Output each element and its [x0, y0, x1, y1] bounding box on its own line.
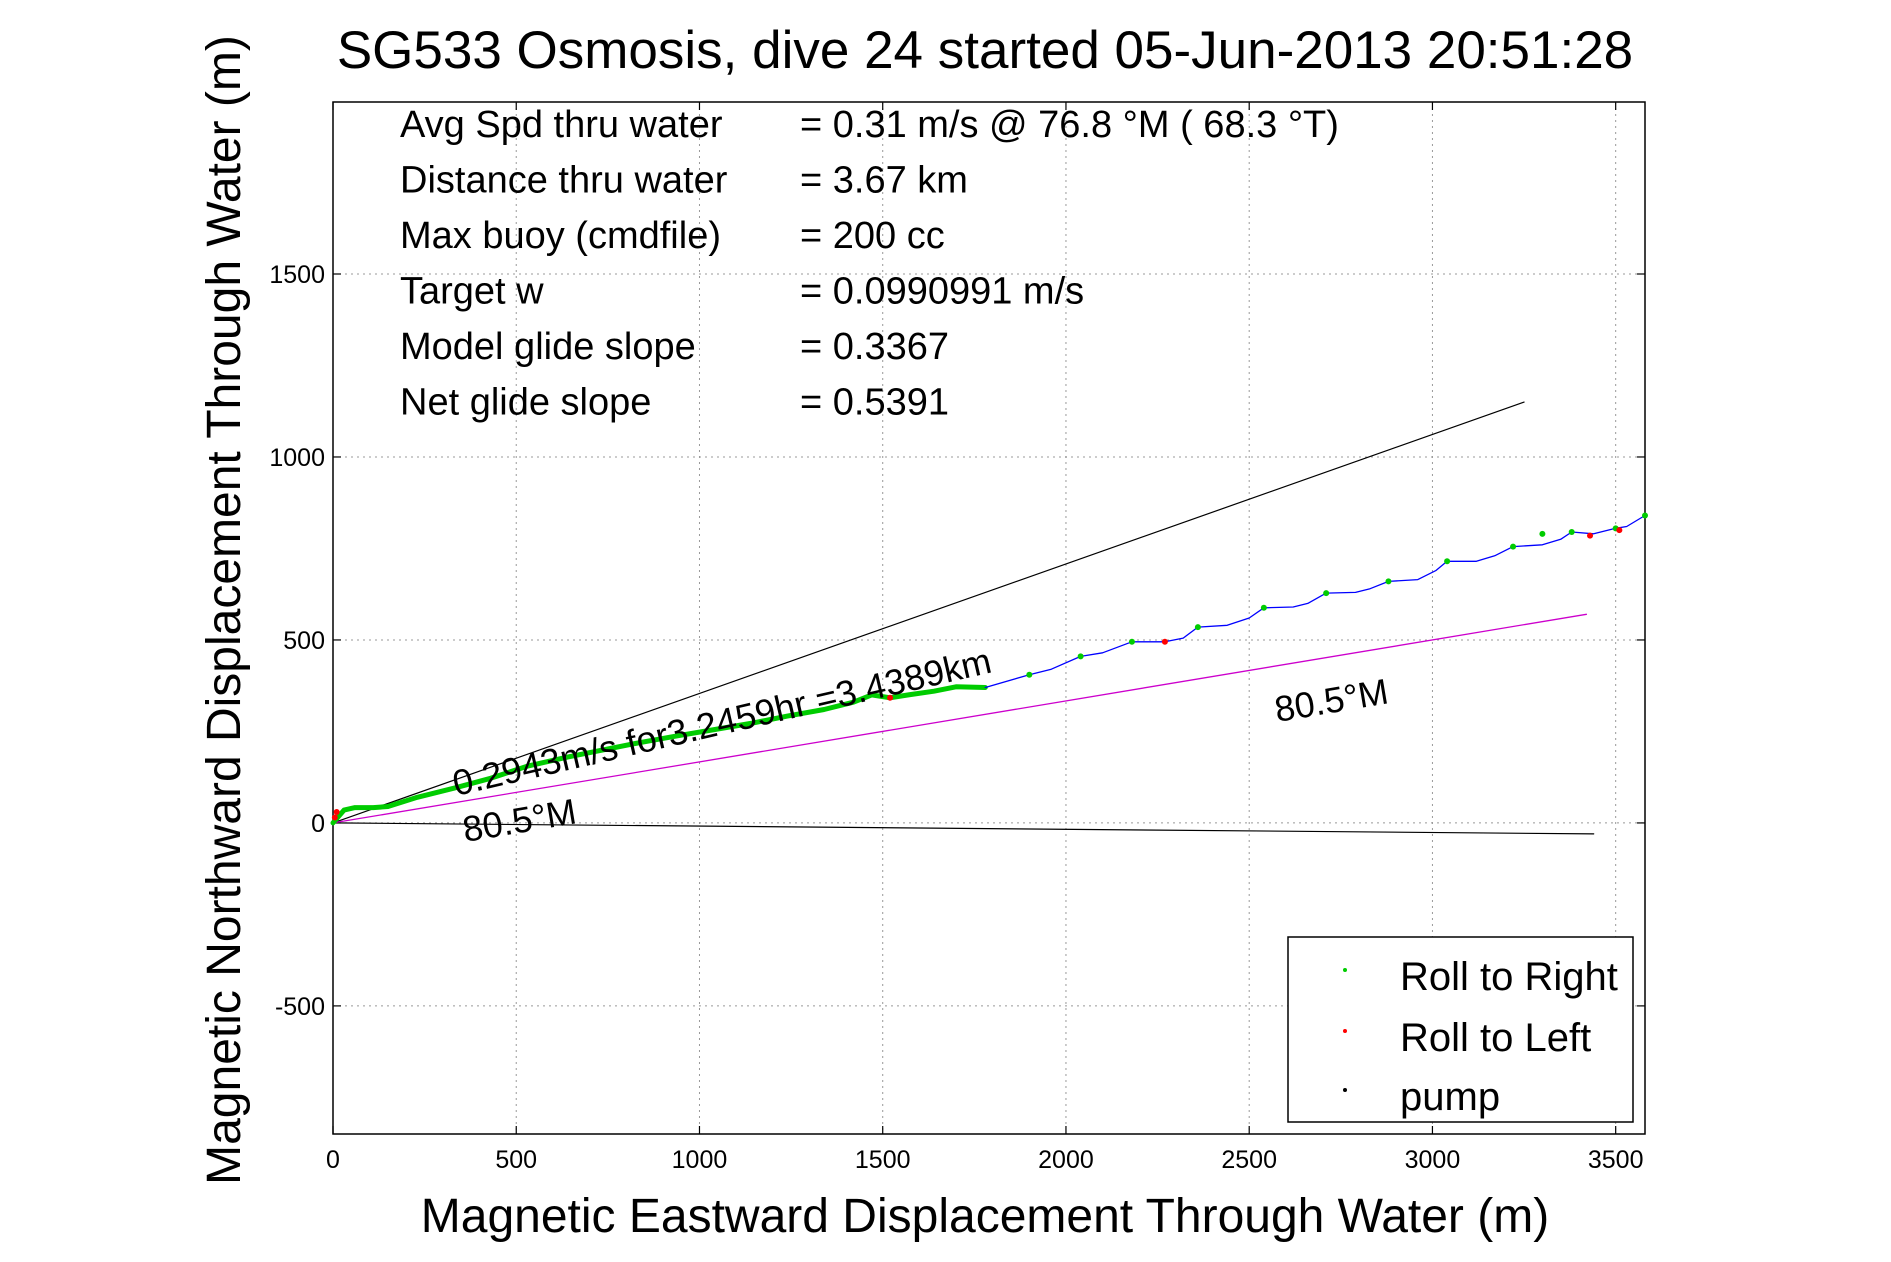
stat-value: = 0.0990991 m/s [800, 271, 1084, 313]
roll-right-marker [1323, 590, 1330, 597]
y-tick-label: 500 [283, 627, 325, 655]
roll-right-marker [1260, 604, 1267, 611]
legend: Roll to Right Roll to Left pump [1287, 936, 1634, 1123]
legend-label-pump: pump [1400, 1075, 1500, 1119]
y-tick-label: 0 [311, 810, 325, 838]
stat-value: = 0.3367 [800, 326, 949, 368]
roll-right-marker [1194, 624, 1201, 631]
x-tick-label: 3500 [1588, 1146, 1644, 1174]
x-tick-label: 500 [495, 1146, 537, 1174]
roll-right-marker [1510, 543, 1517, 550]
series-roll-right-track [330, 684, 988, 826]
roll-left-marker [1161, 638, 1168, 645]
legend-swatch-roll-right [1343, 968, 1347, 972]
roll-left-marker [1587, 532, 1594, 539]
stat-label: Max buoy (cmdfile) [400, 215, 721, 257]
x-tick-label: 1000 [672, 1146, 728, 1174]
series-layer [330, 401, 1646, 835]
stat-label: Model glide slope [400, 326, 696, 368]
stat-value: = 200 cc [800, 215, 945, 257]
roll-right-marker [1444, 558, 1451, 565]
stat-value: = 0.31 m/s @ 76.8 °M ( 68.3 °T) [800, 104, 1339, 146]
roll-left-marker [333, 808, 340, 815]
legend-label-roll-left: Roll to Left [1400, 1016, 1591, 1060]
stat-label: Avg Spd thru water [400, 104, 723, 146]
series-heading-line [332, 613, 1588, 824]
roll-right-marker [1077, 653, 1084, 660]
x-tick-label: 2500 [1221, 1146, 1277, 1174]
legend-swatch-pump [1343, 1088, 1347, 1092]
x-tick-label: 3000 [1405, 1146, 1461, 1174]
y-axis-label: Magnetic Northward Displacement Through … [198, 35, 251, 1185]
x-tick-label: 2000 [1038, 1146, 1094, 1174]
roll-left-marker [887, 694, 894, 701]
roll-left-marker [331, 814, 338, 821]
stat-label: Distance thru water [400, 160, 728, 202]
marker-layer [331, 512, 1648, 821]
roll-right-marker [1026, 671, 1033, 678]
roll-right-marker [1385, 578, 1392, 585]
stat-value: = 3.67 km [800, 160, 968, 202]
series-model-line [332, 401, 1525, 824]
y-tick-label: -500 [275, 993, 325, 1021]
tick-labels: 0 500 1000 1500 2000 2500 3000 3500 -500 0 500 1000… [269, 261, 1643, 1174]
x-tick-label: 1500 [855, 1146, 911, 1174]
roll-left-marker [1616, 527, 1623, 534]
series-baseline [332, 822, 1595, 835]
y-tick-label: 1500 [269, 261, 325, 289]
x-axis-label: Magnetic Eastward Displacement Through W… [421, 1190, 1549, 1243]
y-tick-label: 1000 [269, 444, 325, 472]
roll-right-marker [1568, 529, 1575, 535]
x-tick-label: 0 [326, 1146, 340, 1174]
chart-title: SG533 Osmosis, dive 24 started 05-Jun-20… [337, 21, 1633, 80]
stat-label: Net glide slope [400, 382, 651, 424]
stat-label: Target w [400, 271, 544, 313]
legend-label-roll-right: Roll to Right [1400, 955, 1618, 999]
roll-right-marker [1539, 530, 1546, 537]
roll-right-marker [1128, 638, 1135, 645]
stat-value: = 0.5391 [800, 382, 949, 424]
roll-right-marker [1642, 512, 1648, 519]
stats-block: Avg Spd thru water = 0.31 m/s @ 76.8 °M (… [400, 104, 1339, 424]
legend-swatch-roll-left [1343, 1029, 1347, 1033]
